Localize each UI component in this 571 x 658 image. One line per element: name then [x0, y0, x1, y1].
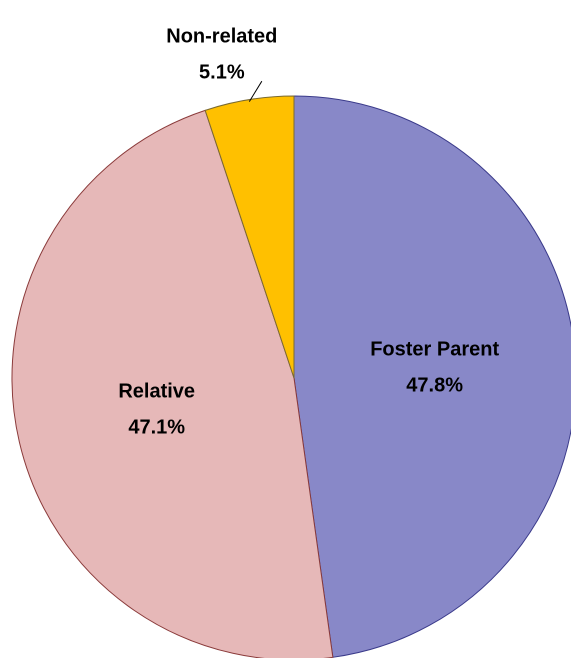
slice-value-label: 5.1%	[199, 61, 245, 83]
slice-label: Foster Parent	[370, 339, 499, 361]
slice-label: Relative	[118, 380, 195, 402]
leader-line	[248, 80, 263, 102]
pie-slice	[293, 95, 571, 658]
pie-slice	[204, 95, 295, 379]
slice-value-label: 47.8%	[406, 375, 463, 397]
pie-slice	[11, 109, 334, 658]
slice-value-label: 47.1%	[128, 416, 185, 438]
slice-label: Non-related	[166, 25, 277, 47]
